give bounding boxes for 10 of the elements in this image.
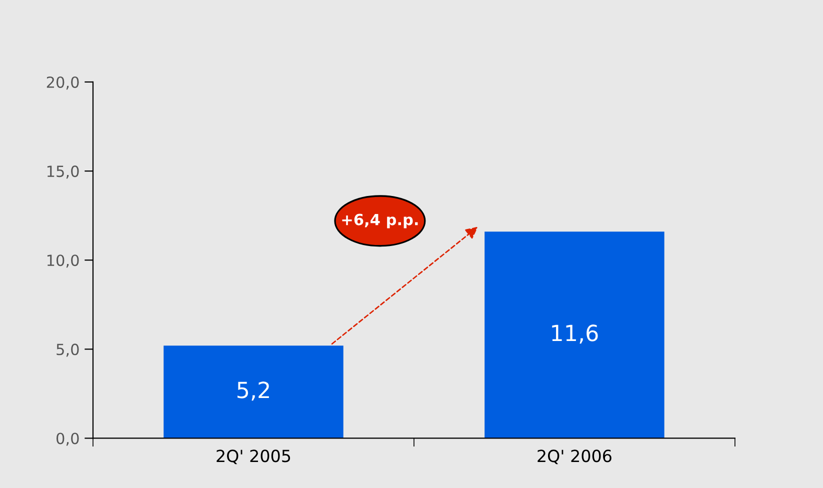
x-tick-label: 2Q' 2006: [538, 450, 612, 464]
y-tick-label: 10,0: [47, 254, 79, 268]
y-tick-label: 20,0: [46, 76, 79, 90]
y-tick-label: 15,0: [47, 166, 79, 179]
y-tick-label: 5,0: [56, 344, 79, 357]
y-tick-label: 0,0: [56, 432, 79, 446]
data-label: 5,2: [238, 382, 269, 401]
annotation: +6,4 p.p.: [342, 214, 418, 228]
x-tick-label: 2Q' 2005: [216, 450, 290, 464]
data-label: 11,6: [552, 324, 598, 344]
